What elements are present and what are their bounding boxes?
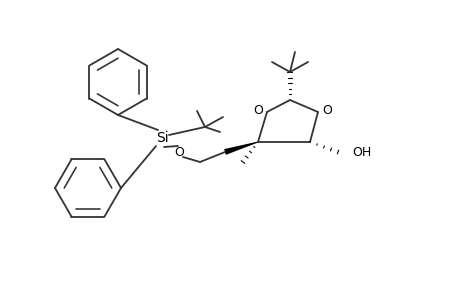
- Text: O: O: [321, 103, 331, 116]
- Text: O: O: [174, 146, 184, 158]
- Text: Si: Si: [155, 131, 168, 145]
- Polygon shape: [224, 142, 257, 155]
- Text: O: O: [252, 103, 263, 116]
- Text: OH: OH: [351, 146, 370, 158]
